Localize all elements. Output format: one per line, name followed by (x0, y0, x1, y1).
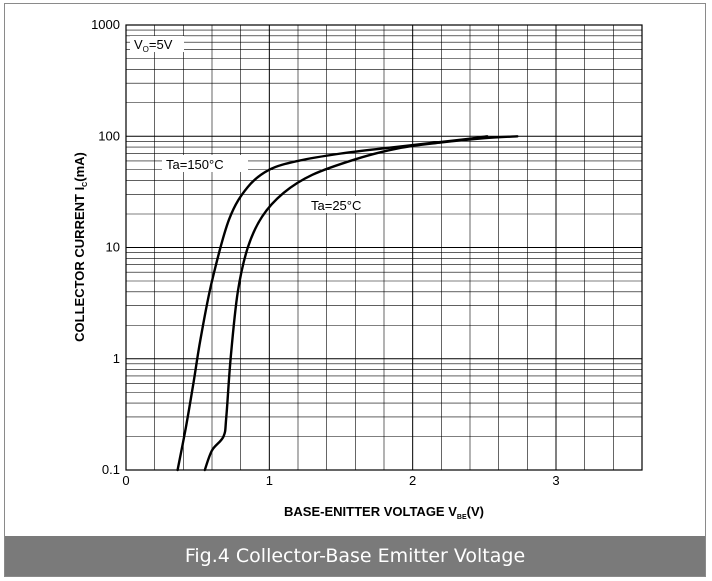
series-line-ta-150c (176, 135, 489, 472)
x-tick-label: 2 (409, 473, 416, 488)
chart: 0 1 2 3 0.1 1 10 100 1000 VO=5V Ta=150°C Ta=25°C… (72, 17, 643, 521)
y-tick-label: 1000 (91, 17, 120, 32)
x-tick-label: 1 (266, 473, 273, 488)
x-tick-label: 3 (552, 473, 559, 488)
y-tick-label: 10 (106, 240, 120, 255)
condition-label-bg (130, 36, 184, 52)
tick-labels: 0 1 2 3 0.1 1 10 100 1000 (91, 17, 560, 488)
plot-border (125, 24, 643, 471)
y-tick-label: 0.1 (102, 462, 120, 477)
series-label-150: Ta=150°C (166, 157, 224, 172)
series-label-bg-150 (162, 155, 248, 172)
series-label-25: Ta=25°C (311, 198, 361, 213)
series-label-bg-25 (307, 196, 383, 213)
chart-grid (126, 25, 642, 470)
figure-caption: Fig.4 Collector-Base Emitter Voltage (5, 536, 705, 576)
y-tick-label: 1 (113, 351, 120, 366)
x-tick-label: 0 (122, 473, 129, 488)
series-line-ta-25c (203, 135, 519, 472)
x-axis-title: BASE-ENITTER VOLTAGE VBE(V) (284, 504, 484, 521)
y-tick-label: 100 (98, 128, 120, 143)
y-axis-title: COLLECTOR CURRENT IC(mA) (72, 152, 89, 342)
figure-frame (4, 3, 706, 577)
series-layer (176, 135, 519, 472)
condition-label: VO=5V (134, 37, 173, 54)
